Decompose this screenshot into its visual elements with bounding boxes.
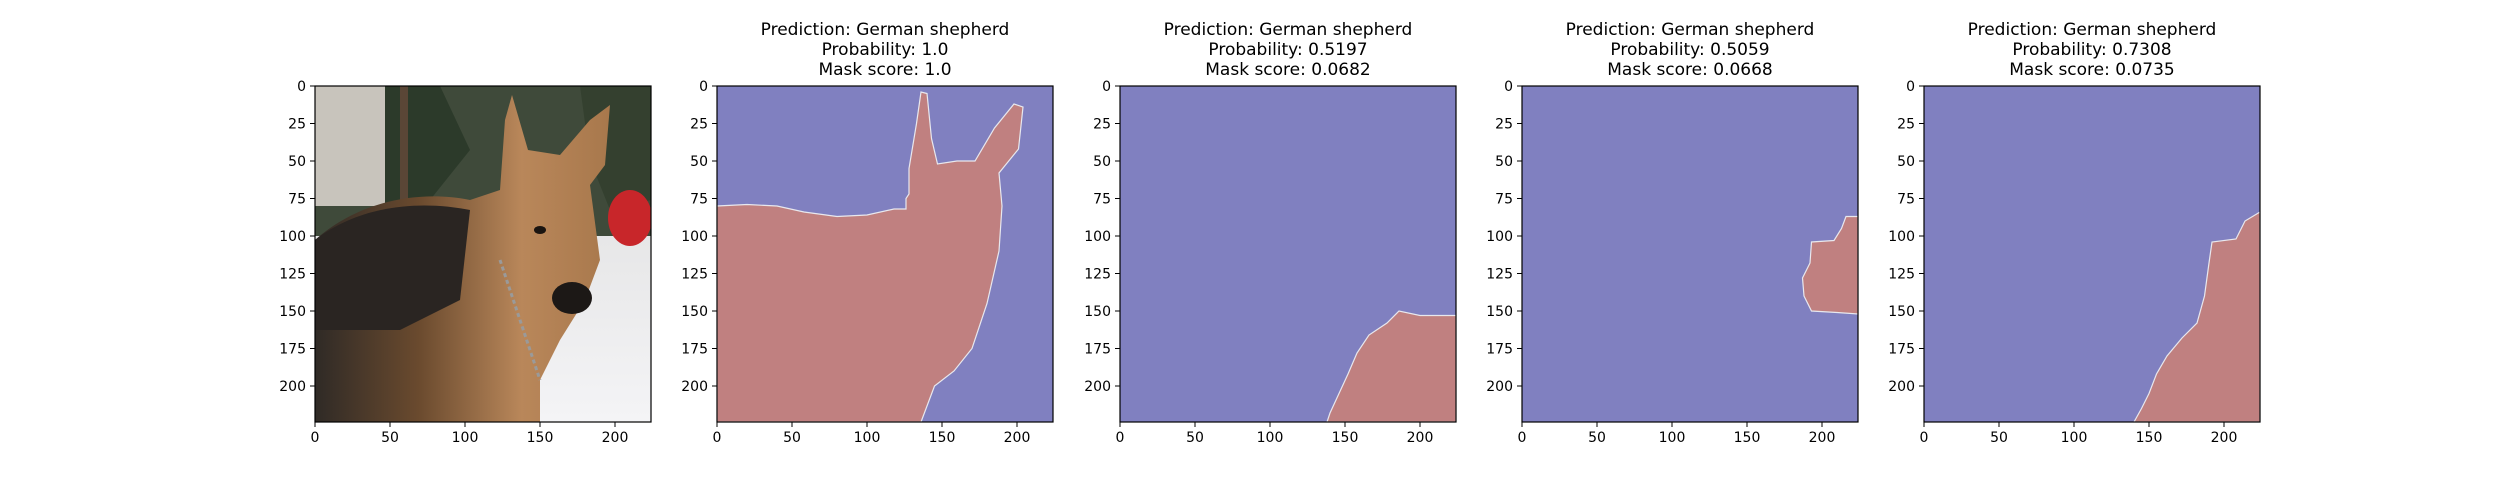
y-tick-label: 0 bbox=[1102, 79, 1111, 95]
y-tick-label: 50 bbox=[1495, 154, 1513, 170]
y-tick-label: 75 bbox=[288, 192, 306, 208]
y-tick-label: 200 bbox=[1888, 379, 1915, 395]
y-tick-label: 75 bbox=[690, 192, 708, 208]
y-tick-label: 200 bbox=[279, 379, 306, 395]
panel-title-line: Mask score: 0.0735 bbox=[2009, 60, 2174, 80]
y-tick-label: 25 bbox=[1495, 117, 1513, 133]
y-tick-label: 125 bbox=[1486, 267, 1513, 283]
panel-title-line: Prediction: German shepherd bbox=[1968, 20, 2217, 40]
y-tick-label: 0 bbox=[297, 79, 306, 95]
x-tick-label: 50 bbox=[1990, 430, 2008, 446]
x-tick-label: 0 bbox=[713, 430, 722, 446]
axes-frame-5 bbox=[1923, 85, 2261, 423]
panel-title-line: Probability: 0.5059 bbox=[1610, 40, 1769, 60]
mask-region-2 bbox=[716, 91, 1024, 423]
y-tick-label: 100 bbox=[1486, 229, 1513, 245]
axes-frame-3 bbox=[1119, 85, 1457, 423]
panel-title-line: Mask score: 1.0 bbox=[818, 60, 951, 80]
y-tick-label: 125 bbox=[681, 267, 708, 283]
x-tick-label: 200 bbox=[602, 430, 629, 446]
x-tick-label: 50 bbox=[381, 430, 399, 446]
y-tick-label: 175 bbox=[279, 342, 306, 358]
x-tick-label: 150 bbox=[929, 430, 956, 446]
mask-background-4 bbox=[1522, 86, 1858, 422]
y-tick-label: 150 bbox=[1084, 304, 1111, 320]
y-tick-label: 0 bbox=[699, 79, 708, 95]
y-tick-label: 200 bbox=[1084, 379, 1111, 395]
axes-frame-4 bbox=[1521, 85, 1859, 423]
y-tick-label: 175 bbox=[681, 342, 708, 358]
panel-title-line: Probability: 0.7308 bbox=[2012, 40, 2171, 60]
y-tick-label: 100 bbox=[1084, 229, 1111, 245]
y-tick-label: 175 bbox=[1486, 342, 1513, 358]
y-tick-label: 125 bbox=[1888, 267, 1915, 283]
y-tick-label: 125 bbox=[279, 267, 306, 283]
y-tick-label: 100 bbox=[279, 229, 306, 245]
x-tick-label: 50 bbox=[1588, 430, 1606, 446]
x-tick-label: 200 bbox=[1004, 430, 1031, 446]
panel-title-line: Prediction: German shepherd bbox=[1164, 20, 1413, 40]
x-tick-label: 0 bbox=[311, 430, 320, 446]
y-tick-label: 150 bbox=[1486, 304, 1513, 320]
y-tick-label: 75 bbox=[1093, 192, 1111, 208]
y-tick-label: 25 bbox=[1897, 117, 1915, 133]
panel-title-line: Mask score: 0.0682 bbox=[1205, 60, 1370, 80]
dog-photo bbox=[315, 86, 651, 422]
axes-frame-2 bbox=[716, 85, 1054, 423]
y-tick-label: 25 bbox=[288, 117, 306, 133]
y-tick-label: 200 bbox=[1486, 379, 1513, 395]
x-tick-label: 100 bbox=[2061, 430, 2088, 446]
x-tick-label: 100 bbox=[854, 430, 881, 446]
panel-title-line: Mask score: 0.0668 bbox=[1607, 60, 1772, 80]
y-tick-label: 75 bbox=[1897, 192, 1915, 208]
y-tick-label: 50 bbox=[1897, 154, 1915, 170]
y-tick-label: 50 bbox=[288, 154, 306, 170]
x-tick-label: 200 bbox=[1809, 430, 1836, 446]
y-tick-label: 50 bbox=[1093, 154, 1111, 170]
x-tick-label: 100 bbox=[1659, 430, 1686, 446]
mask-layer bbox=[716, 86, 2261, 423]
x-tick-label: 0 bbox=[1116, 430, 1125, 446]
y-tick-label: 25 bbox=[690, 117, 708, 133]
x-tick-label: 150 bbox=[2136, 430, 2163, 446]
panel-title-line: Probability: 1.0 bbox=[822, 40, 949, 60]
panel-title-line: Probability: 0.5197 bbox=[1208, 40, 1367, 60]
x-tick-label: 50 bbox=[1186, 430, 1204, 446]
y-tick-label: 75 bbox=[1495, 192, 1513, 208]
mask-region-4 bbox=[1801, 215, 1859, 315]
panel-photo bbox=[315, 86, 651, 422]
y-tick-label: 0 bbox=[1906, 79, 1915, 95]
panel-title-line: Prediction: German shepherd bbox=[1566, 20, 1815, 40]
y-tick-label: 175 bbox=[1084, 342, 1111, 358]
y-tick-label: 150 bbox=[1888, 304, 1915, 320]
y-tick-label: 200 bbox=[681, 379, 708, 395]
axes-layer: 0 50 100 150 200 0 25 50 75 100 125 150 175 200 0 50 100… bbox=[279, 20, 2261, 446]
x-tick-label: 0 bbox=[1920, 430, 1929, 446]
y-tick-label: 125 bbox=[1084, 267, 1111, 283]
y-tick-label: 150 bbox=[279, 304, 306, 320]
x-tick-label: 200 bbox=[2211, 430, 2238, 446]
mask-region-5 bbox=[2132, 210, 2261, 423]
y-tick-label: 100 bbox=[1888, 229, 1915, 245]
y-tick-label: 25 bbox=[1093, 117, 1111, 133]
y-tick-label: 150 bbox=[681, 304, 708, 320]
x-tick-label: 150 bbox=[1734, 430, 1761, 446]
x-tick-label: 100 bbox=[452, 430, 479, 446]
panel-title-line: Prediction: German shepherd bbox=[761, 20, 1010, 40]
y-tick-label: 175 bbox=[1888, 342, 1915, 358]
x-tick-label: 150 bbox=[1332, 430, 1359, 446]
axes-frame-1 bbox=[314, 85, 652, 423]
x-tick-label: 150 bbox=[527, 430, 554, 446]
x-tick-label: 0 bbox=[1518, 430, 1527, 446]
y-tick-label: 0 bbox=[1504, 79, 1513, 95]
y-tick-label: 50 bbox=[690, 154, 708, 170]
x-tick-label: 50 bbox=[783, 430, 801, 446]
x-tick-label: 200 bbox=[1407, 430, 1434, 446]
y-tick-label: 100 bbox=[681, 229, 708, 245]
x-tick-label: 100 bbox=[1257, 430, 1284, 446]
